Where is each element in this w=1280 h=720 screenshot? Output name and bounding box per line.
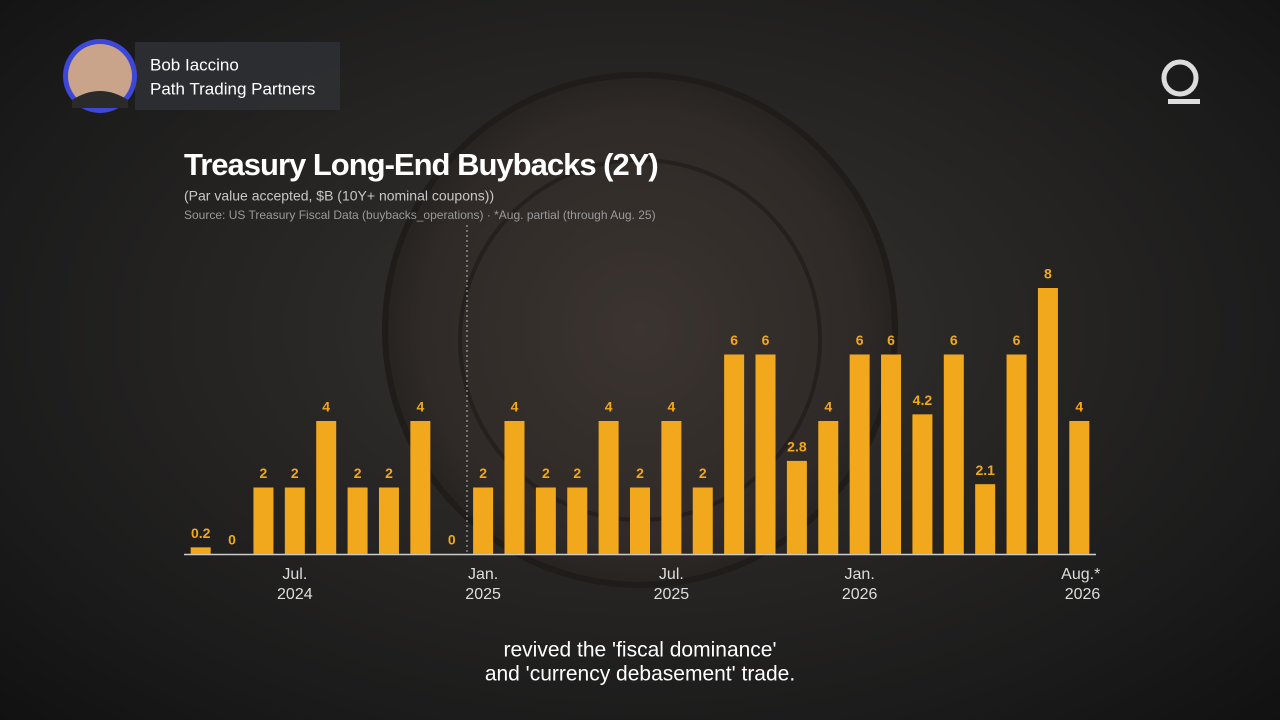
bar — [692, 487, 713, 554]
bar — [347, 487, 368, 554]
logo — [1161, 59, 1200, 104]
value-label: 2 — [385, 465, 393, 481]
value-label: 2 — [479, 465, 487, 481]
bar — [943, 354, 964, 554]
bar — [253, 487, 274, 554]
chart-title: Treasury Long-End Buybacks (2Y) — [184, 147, 658, 182]
bar — [724, 354, 745, 554]
value-label: 2 — [636, 465, 644, 481]
value-label: 2 — [260, 465, 268, 481]
value-label: 6 — [762, 332, 770, 348]
value-label: 4 — [416, 399, 424, 415]
bar — [1069, 421, 1090, 554]
value-label: 4 — [824, 399, 832, 415]
bar — [849, 354, 870, 554]
bar — [881, 354, 902, 554]
chart-source: Source: US Treasury Fiscal Data (buyback… — [184, 208, 656, 222]
value-label: 4 — [1075, 399, 1083, 415]
x-tick-label: Jan. 2026 — [842, 566, 878, 603]
value-label: 4 — [667, 399, 675, 415]
logo-bar — [1168, 99, 1200, 104]
x-tick-label: Jan. 2025 — [465, 566, 501, 603]
bar — [598, 421, 619, 554]
avatar-body — [72, 91, 128, 108]
value-label: 0 — [448, 532, 456, 548]
value-label: 2 — [573, 465, 581, 481]
avatar — [68, 44, 132, 108]
presenter-company: Path Trading Partners — [150, 79, 315, 98]
bar — [661, 421, 682, 554]
bar — [755, 354, 776, 554]
value-label: 4.2 — [913, 392, 933, 408]
value-label: 2 — [542, 465, 550, 481]
bar — [535, 487, 556, 554]
x-tick-label: Jul. 2025 — [654, 566, 690, 603]
bar — [912, 414, 933, 554]
bar — [378, 487, 399, 554]
presenter-panel — [135, 42, 340, 110]
value-label: 8 — [1044, 266, 1052, 282]
bar — [818, 421, 839, 554]
value-label: 4 — [605, 399, 613, 415]
value-label: 2 — [699, 465, 707, 481]
bar — [1037, 288, 1058, 554]
value-label: 4 — [511, 399, 519, 415]
value-label: 6 — [730, 332, 738, 348]
value-label: 0 — [228, 532, 236, 548]
value-label: 4 — [322, 399, 330, 415]
value-label: 2 — [291, 465, 299, 481]
bar — [630, 487, 650, 554]
value-label: 6 — [950, 332, 958, 348]
bar — [190, 547, 211, 554]
bar — [786, 460, 807, 554]
x-tick-label: Jul. 2024 — [277, 566, 313, 603]
x-tick-label: Aug.* 2026 — [1061, 566, 1100, 603]
bar — [316, 421, 337, 554]
bar — [975, 484, 996, 554]
value-label: 2.1 — [975, 462, 995, 478]
bar — [504, 421, 525, 554]
chart-subtitle: (Par value accepted, $B (10Y+ nominal co… — [184, 188, 494, 204]
value-label: 2.8 — [787, 439, 807, 455]
bar — [284, 487, 305, 554]
bar — [1006, 354, 1027, 554]
bar — [567, 487, 588, 554]
bar — [473, 487, 494, 554]
value-label: 0.2 — [191, 525, 211, 541]
logo-ring — [1161, 59, 1199, 97]
caption-line: revived the 'fiscal dominance' — [504, 639, 777, 662]
caption-line: and 'currency debasement' trade. — [485, 663, 795, 686]
value-label: 6 — [1013, 332, 1021, 348]
value-label: 2 — [354, 465, 362, 481]
presenter-name: Bob Iaccino — [150, 55, 239, 74]
value-label: 6 — [856, 332, 864, 348]
bar — [410, 421, 431, 554]
value-label: 6 — [887, 332, 895, 348]
